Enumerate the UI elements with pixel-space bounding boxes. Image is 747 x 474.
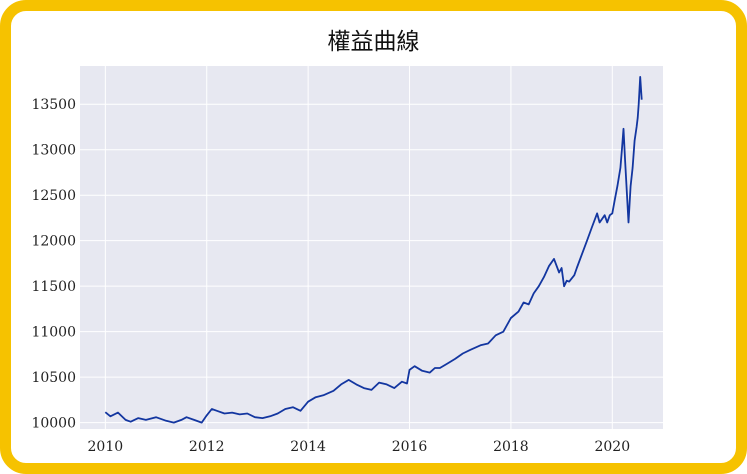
y-tick-label: 11000 bbox=[31, 325, 76, 341]
chart-title: 權益曲線 bbox=[327, 29, 420, 55]
x-tick-label: 2020 bbox=[594, 439, 630, 455]
x-tick-label: 2018 bbox=[493, 439, 529, 455]
y-tick-label: 13000 bbox=[31, 143, 76, 159]
equity-line bbox=[104, 76, 643, 424]
y-tick-label: 10000 bbox=[31, 416, 76, 432]
y-tick-label: 12000 bbox=[31, 234, 76, 250]
x-tick-label: 2016 bbox=[392, 439, 428, 455]
y-tick-label: 10500 bbox=[31, 370, 76, 386]
y-tick-label: 13500 bbox=[31, 97, 76, 113]
x-tick-label: 2014 bbox=[290, 439, 326, 455]
x-tick-label: 2012 bbox=[189, 439, 225, 455]
y-tick-label: 11500 bbox=[31, 279, 76, 295]
plot-area bbox=[80, 66, 663, 429]
y-tick-label: 12500 bbox=[31, 188, 76, 204]
x-tick-label: 2010 bbox=[88, 439, 124, 455]
